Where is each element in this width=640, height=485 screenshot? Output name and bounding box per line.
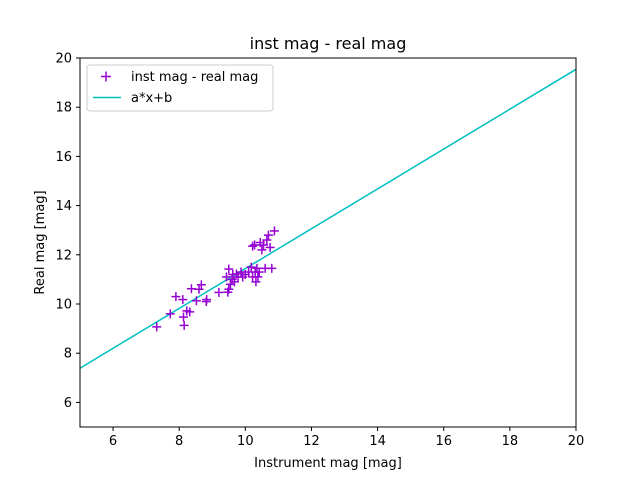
legend: inst mag - real mag a*x+b (86, 64, 274, 112)
data-point (259, 240, 269, 250)
fit-line (80, 68, 576, 369)
data-point (267, 263, 277, 273)
data-point (253, 272, 263, 282)
data-point (262, 235, 272, 245)
data-point (263, 230, 273, 240)
y-axis-ticks: 6 8 10 12 14 16 18 20 (55, 52, 80, 411)
x-tick-label: 16 (435, 434, 452, 449)
y-tick-label: 10 (55, 298, 72, 313)
x-tick-label: 14 (369, 434, 386, 449)
data-point (178, 295, 188, 305)
x-tick-label: 18 (502, 434, 519, 449)
legend-entry-scatter: inst mag - real mag (131, 70, 258, 85)
y-tick-label: 12 (55, 248, 72, 263)
data-point (269, 226, 279, 236)
y-tick-label: 14 (55, 199, 72, 214)
data-point (171, 292, 181, 302)
data-point (257, 245, 267, 255)
x-tick-label: 10 (237, 434, 254, 449)
y-axis-label: Real mag [mag] (33, 190, 48, 294)
data-point (196, 280, 206, 290)
y-tick-label: 6 (64, 396, 72, 411)
x-tick-label: 12 (303, 434, 320, 449)
legend-box (86, 64, 274, 112)
x-tick-label: 6 (109, 434, 117, 449)
x-axis-ticks: 6 8 10 12 14 16 18 20 (109, 427, 584, 449)
y-tick-label: 18 (55, 101, 72, 116)
x-tick-label: 8 (175, 434, 183, 449)
y-tick-label: 16 (55, 150, 72, 165)
legend-scatter-marker-icon (101, 71, 111, 82)
data-point (178, 312, 188, 322)
data-point (251, 277, 261, 287)
data-point (250, 240, 260, 250)
data-point (221, 272, 231, 282)
series-layer (80, 68, 576, 369)
data-point (214, 287, 224, 297)
x-axis-label: Instrument mag [mag] (254, 456, 402, 471)
plot-area-frame (79, 57, 577, 428)
data-point (185, 307, 195, 317)
y-tick-label: 8 (64, 347, 72, 362)
data-point (165, 309, 175, 319)
data-point (186, 284, 196, 294)
data-point (202, 295, 212, 305)
legend-entry-line: a*x+b (131, 91, 172, 106)
data-point (229, 277, 239, 287)
data-point (254, 267, 264, 277)
x-tick-label: 20 (568, 434, 585, 449)
data-point (224, 264, 234, 274)
data-point (248, 241, 258, 251)
chart-title: inst mag - real mag (250, 34, 407, 53)
y-tick-label: 20 (55, 52, 72, 67)
data-point (246, 262, 256, 272)
data-point (179, 320, 189, 330)
data-point (191, 296, 201, 306)
data-point (265, 242, 275, 252)
data-point (152, 322, 162, 332)
data-point (224, 284, 234, 294)
